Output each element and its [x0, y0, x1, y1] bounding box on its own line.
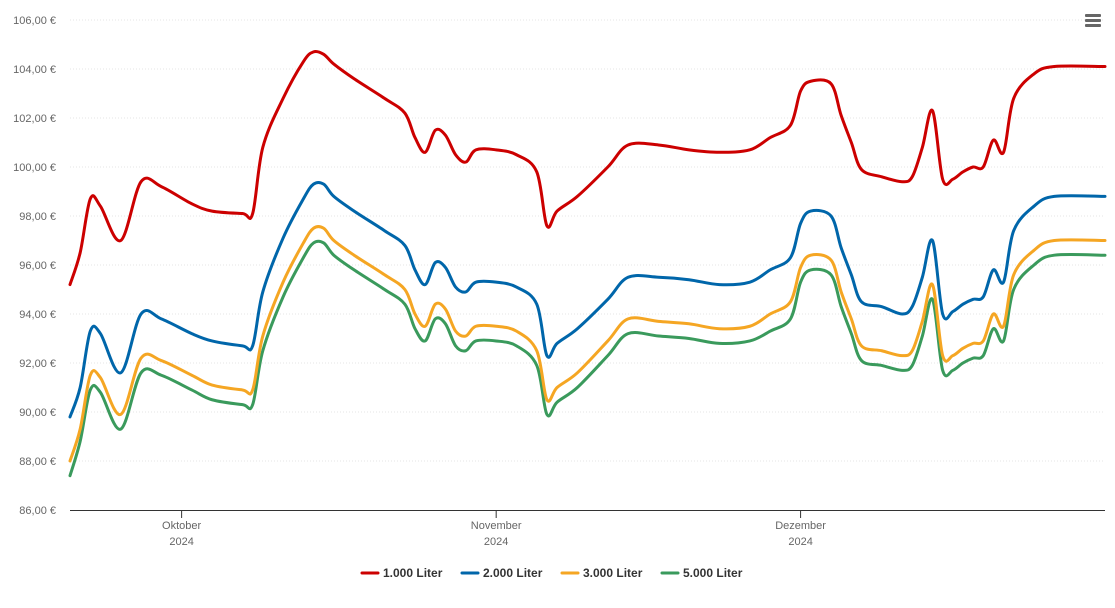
x-tick-year-label: 2024: [484, 536, 508, 548]
x-tick-year-label: 2024: [788, 536, 812, 548]
legend-item[interactable]: 2.000 Liter: [460, 566, 543, 580]
y-tick-label: 104,00 €: [13, 64, 56, 76]
x-tick-year-label: 2024: [169, 536, 193, 548]
y-tick-label: 100,00 €: [13, 162, 56, 174]
hamburger-menu-icon[interactable]: [1082, 12, 1104, 34]
y-tick-label: 90,00 €: [19, 407, 56, 419]
legend-label: 3.000 Liter: [583, 566, 643, 580]
y-tick-label: 86,00 €: [19, 505, 56, 517]
y-axis: 86,00 € 88,00 € 90,00 € 92,00 € 94,00 € 96,00…: [13, 15, 56, 517]
series-line-1-000-liter[interactable]: [68, 49, 1107, 287]
series-lines: [68, 49, 1107, 478]
y-tick-label: 96,00 €: [19, 260, 56, 272]
legend: 1.000 Liter 2.000 Liter 3.000 Liter 5.000 L…: [360, 566, 743, 580]
legend-label: 5.000 Liter: [683, 566, 743, 580]
grid-lines: [70, 19, 1105, 462]
legend-item[interactable]: 5.000 Liter: [660, 566, 743, 580]
series-line-2-000-liter[interactable]: [68, 180, 1107, 419]
y-tick-label: 88,00 €: [19, 456, 56, 468]
y-tick-label: 92,00 €: [19, 358, 56, 370]
x-axis: Oktober 2024 November 2024 Dezember 2024: [70, 510, 1105, 548]
series-line-3-000-liter[interactable]: [68, 225, 1107, 463]
legend-item[interactable]: 1.000 Liter: [360, 566, 443, 580]
legend-item[interactable]: 3.000 Liter: [560, 566, 643, 580]
x-tick-month-label: Dezember: [775, 520, 826, 532]
legend-label: 1.000 Liter: [383, 566, 443, 580]
legend-label: 2.000 Liter: [483, 566, 543, 580]
y-tick-label: 94,00 €: [19, 309, 56, 321]
y-tick-label: 102,00 €: [13, 113, 56, 125]
x-tick-month-label: Oktober: [162, 520, 201, 532]
x-tick-month-label: November: [471, 520, 522, 532]
y-tick-label: 98,00 €: [19, 211, 56, 223]
y-tick-label: 106,00 €: [13, 15, 56, 27]
series-line-5-000-liter[interactable]: [68, 239, 1107, 478]
